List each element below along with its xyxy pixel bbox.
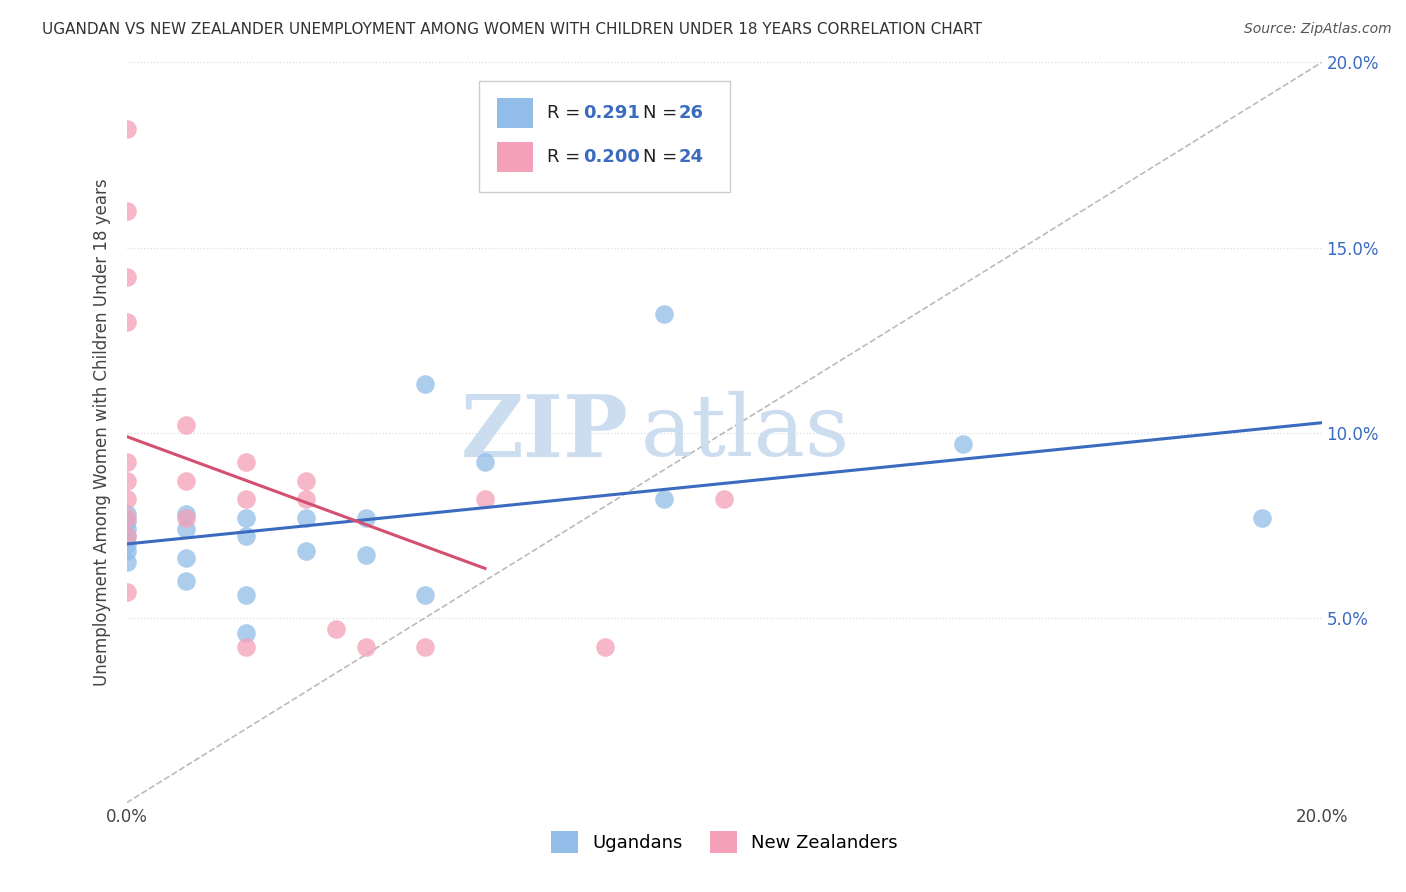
Point: [294, 544, 316, 558]
Point: [174, 474, 197, 488]
Point: [235, 529, 257, 543]
Point: [115, 122, 138, 136]
Point: [115, 536, 138, 550]
Point: [235, 492, 257, 507]
Point: [415, 589, 437, 603]
Point: [174, 551, 197, 566]
Point: [115, 507, 138, 521]
Point: [115, 270, 138, 285]
Point: [713, 492, 735, 507]
Text: R =: R =: [547, 103, 586, 122]
Text: UGANDAN VS NEW ZEALANDER UNEMPLOYMENT AMONG WOMEN WITH CHILDREN UNDER 18 YEARS C: UGANDAN VS NEW ZEALANDER UNEMPLOYMENT AM…: [42, 22, 983, 37]
Text: Source: ZipAtlas.com: Source: ZipAtlas.com: [1244, 22, 1392, 37]
Legend: Ugandans, New Zealanders: Ugandans, New Zealanders: [543, 824, 905, 861]
Point: [235, 625, 257, 640]
Text: 0.200: 0.200: [583, 148, 640, 166]
Point: [115, 510, 138, 524]
Point: [474, 492, 496, 507]
Point: [235, 510, 257, 524]
Point: [115, 515, 138, 529]
Point: [115, 314, 138, 328]
Point: [415, 377, 437, 392]
FancyBboxPatch shape: [498, 98, 533, 128]
Point: [235, 455, 257, 469]
Text: N =: N =: [643, 103, 683, 122]
Point: [174, 510, 197, 524]
Point: [354, 510, 377, 524]
Point: [115, 203, 138, 218]
Point: [952, 436, 974, 450]
Point: [354, 548, 377, 562]
Point: [235, 640, 257, 655]
Point: [1251, 510, 1274, 524]
Point: [115, 522, 138, 536]
Point: [115, 555, 138, 569]
FancyBboxPatch shape: [498, 143, 533, 172]
Point: [593, 640, 616, 655]
Point: [474, 455, 496, 469]
Point: [115, 544, 138, 558]
Point: [652, 492, 675, 507]
Text: R =: R =: [547, 148, 586, 166]
Point: [174, 574, 197, 588]
Point: [294, 510, 316, 524]
Point: [115, 492, 138, 507]
Point: [174, 522, 197, 536]
Text: 0.291: 0.291: [583, 103, 640, 122]
Text: 24: 24: [679, 148, 703, 166]
Point: [294, 474, 316, 488]
Point: [115, 455, 138, 469]
Point: [115, 529, 138, 543]
Point: [174, 507, 197, 521]
Text: N =: N =: [643, 148, 683, 166]
Point: [235, 589, 257, 603]
Point: [115, 474, 138, 488]
Y-axis label: Unemployment Among Women with Children Under 18 years: Unemployment Among Women with Children U…: [93, 178, 111, 687]
Point: [115, 584, 138, 599]
Point: [115, 529, 138, 543]
Point: [354, 640, 377, 655]
Point: [652, 307, 675, 321]
Point: [174, 418, 197, 433]
Text: atlas: atlas: [640, 391, 849, 475]
FancyBboxPatch shape: [479, 81, 730, 192]
Point: [325, 622, 347, 636]
Text: ZIP: ZIP: [461, 391, 628, 475]
Text: 26: 26: [679, 103, 703, 122]
Point: [294, 492, 316, 507]
Point: [415, 640, 437, 655]
